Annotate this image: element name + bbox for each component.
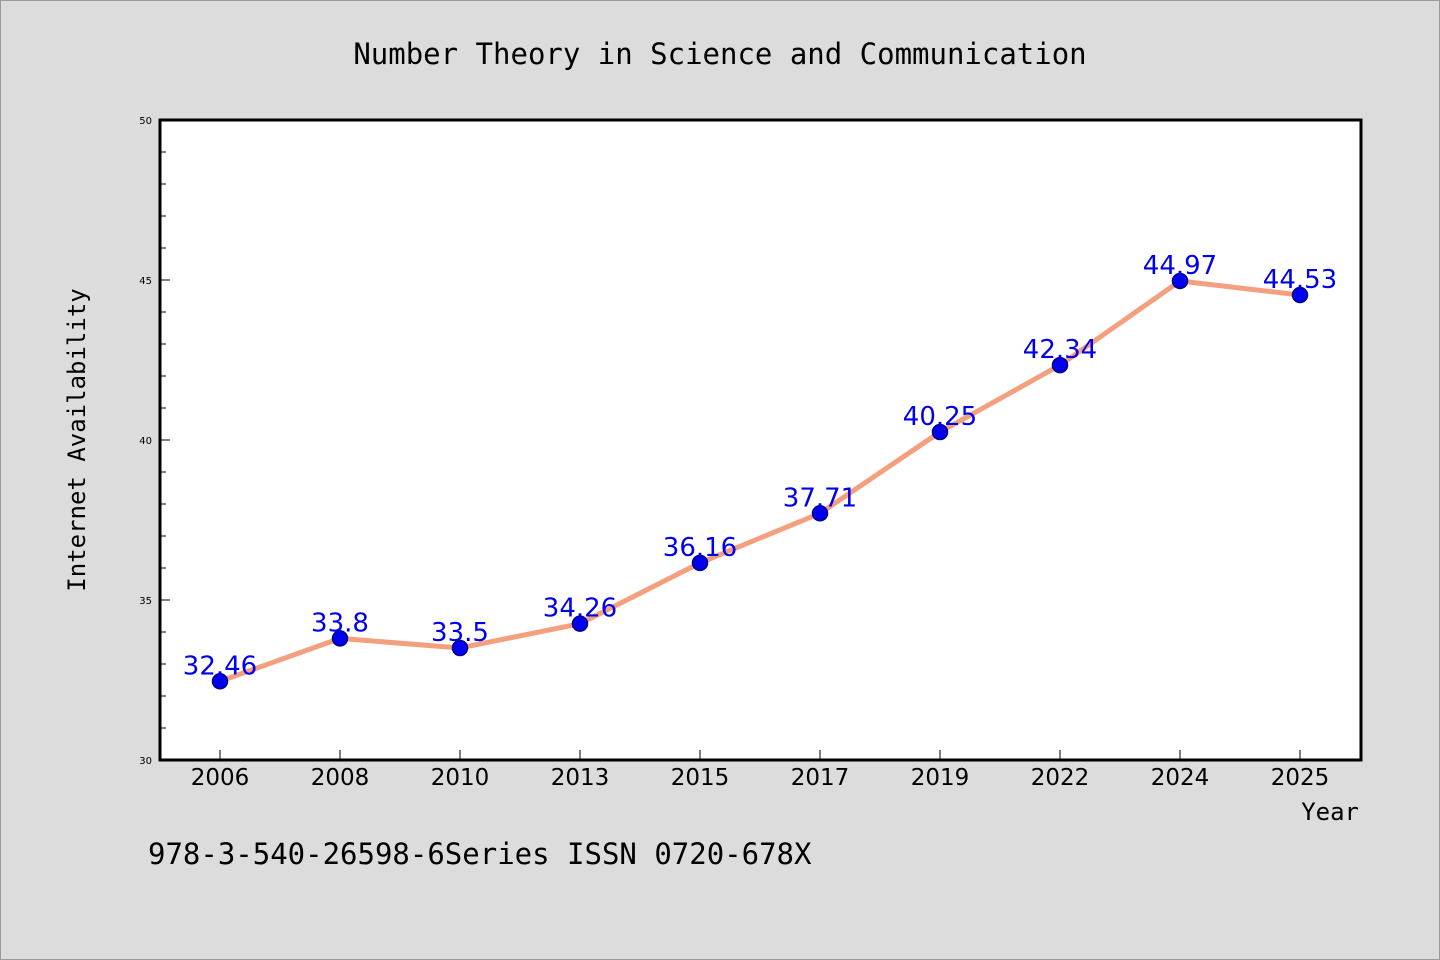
x-tick-label: 2006 xyxy=(191,765,250,791)
data-label: 33.5 xyxy=(431,618,489,648)
data-point xyxy=(331,630,349,647)
y-tick-label: 35 xyxy=(139,596,152,607)
x-tick-label: 2024 xyxy=(1151,765,1210,791)
data-point xyxy=(691,554,709,572)
x-tick-label: 2025 xyxy=(1271,765,1330,791)
x-axis-label: Year xyxy=(1301,798,1359,826)
data-point xyxy=(571,615,589,632)
data-label: 34.26 xyxy=(543,594,617,624)
x-tick-label: 2017 xyxy=(791,765,850,791)
x-axis: 2006 2008 2010 2013 2015 2017 2019 2022 2024 2025 xyxy=(191,750,1330,791)
data-label: 37.71 xyxy=(783,483,857,513)
footer-isbn-text: 978-3-540-26598-6Series ISSN 0720-678X xyxy=(148,837,812,871)
data-label: 32.46 xyxy=(183,651,257,681)
plot-area xyxy=(160,120,1361,760)
chart-title: Number Theory in Science and Communicati… xyxy=(353,37,1086,71)
y-tick-label: 50 xyxy=(139,116,152,127)
data-label: 33.8 xyxy=(311,608,369,638)
data-markers xyxy=(211,272,1309,690)
x-tick-label: 2022 xyxy=(1031,765,1090,791)
data-point xyxy=(211,673,229,690)
x-tick-label: 2010 xyxy=(431,765,490,791)
series-line xyxy=(217,278,1303,684)
data-labels: 32.46 33.8 33.5 34.26 36.16 37.71 40.25 42.34 44… xyxy=(183,251,1337,681)
data-label: 44.53 xyxy=(1263,265,1337,295)
data-label: 42.34 xyxy=(1023,335,1097,365)
y-tick-label: 45 xyxy=(139,276,152,287)
x-tick-label: 2013 xyxy=(551,765,610,791)
x-tick-label: 2019 xyxy=(911,765,970,791)
y-tick-label: 30 xyxy=(139,756,152,767)
data-label: 36.16 xyxy=(663,533,737,563)
x-tick-label: 2008 xyxy=(311,765,370,791)
data-label: 40.25 xyxy=(903,402,977,432)
data-point xyxy=(1291,286,1309,304)
y-axis-label: Internet Availability xyxy=(63,288,91,591)
data-point xyxy=(811,505,829,522)
y-tick-label: 40 xyxy=(139,436,152,447)
data-point xyxy=(1171,272,1189,290)
plot-border xyxy=(158,118,1363,762)
data-label: 44.97 xyxy=(1143,251,1217,281)
data-point xyxy=(1051,356,1069,374)
x-tick-label: 2015 xyxy=(671,765,730,791)
data-point xyxy=(451,639,469,657)
data-point xyxy=(931,423,949,441)
